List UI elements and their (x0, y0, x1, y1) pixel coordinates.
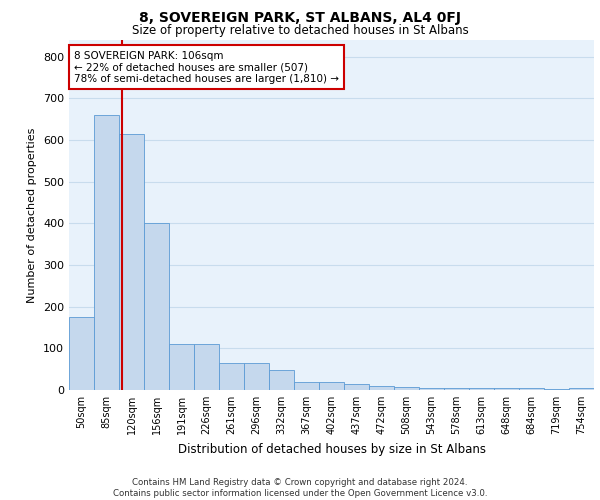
Bar (269, 370, 294, 390)
Bar (494, 388, 519, 390)
Bar (169, 344, 194, 390)
Bar (119, 134, 144, 390)
Text: 8, SOVEREIGN PARK, ST ALBANS, AL4 0FJ: 8, SOVEREIGN PARK, ST ALBANS, AL4 0FJ (139, 11, 461, 25)
Bar (144, 224, 169, 390)
Bar (319, 382, 344, 390)
Bar (294, 382, 319, 390)
Y-axis label: Number of detached properties: Number of detached properties (28, 128, 37, 302)
Bar (69, 317, 94, 390)
Bar (469, 388, 494, 390)
Bar (344, 384, 369, 390)
Bar (544, 389, 569, 390)
Bar (369, 386, 394, 390)
Bar (394, 386, 419, 390)
Text: 8 SOVEREIGN PARK: 106sqm
← 22% of detached houses are smaller (507)
78% of semi-: 8 SOVEREIGN PARK: 106sqm ← 22% of detach… (74, 50, 339, 84)
Bar (94, 115, 119, 390)
X-axis label: Distribution of detached houses by size in St Albans: Distribution of detached houses by size … (178, 442, 485, 456)
Bar (444, 388, 469, 390)
Bar (569, 388, 594, 390)
Bar (194, 344, 219, 390)
Bar (219, 363, 244, 390)
Bar (519, 388, 544, 390)
Text: Contains HM Land Registry data © Crown copyright and database right 2024.
Contai: Contains HM Land Registry data © Crown c… (113, 478, 487, 498)
Text: Size of property relative to detached houses in St Albans: Size of property relative to detached ho… (131, 24, 469, 37)
Bar (419, 388, 444, 390)
Bar (244, 363, 269, 390)
